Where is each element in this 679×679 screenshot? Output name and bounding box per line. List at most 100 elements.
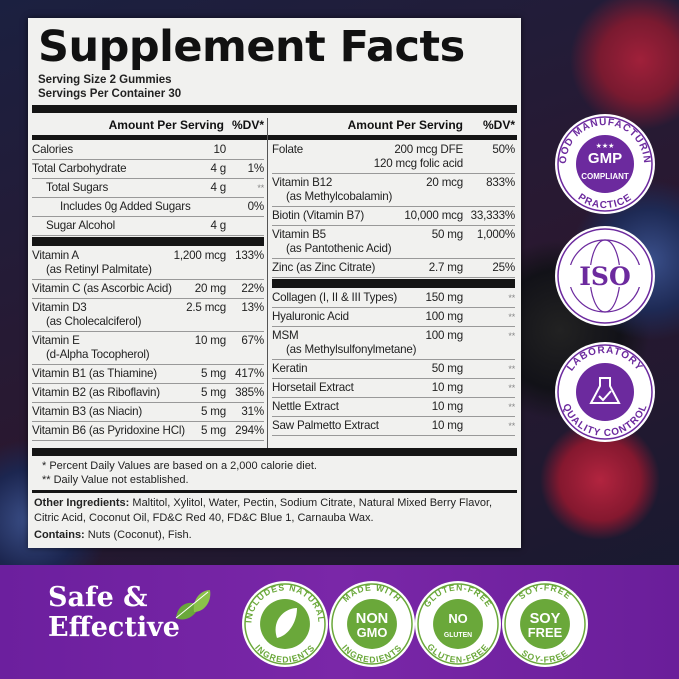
nutrient-label: Vitamin C (as Ascorbic Acid) — [32, 282, 172, 295]
nutrient-amount: 200 mcg DFE 120 mcg folic acid — [370, 143, 463, 171]
nutrient-name: Vitamin C (as Ascorbic Acid) — [32, 282, 191, 296]
nutrient-row: Vitamin A (as Retinyl Palmitate) 1,200 mcg… — [32, 247, 264, 280]
other-ingredients: Other Ingredients: Maltitol, Xylitol, Wa… — [34, 496, 514, 526]
badge-center-subtext: COMPLIANT — [581, 172, 629, 181]
daily-value: 294% — [235, 424, 264, 437]
daily-value: ** — [257, 183, 264, 193]
amount-value: 5 mg — [201, 367, 226, 380]
nutrient-label: Biotin (Vitamin B7) — [272, 209, 364, 222]
slogan-line: Effective — [48, 612, 180, 643]
contains-text: Nuts (Coconut), Fish. — [84, 529, 192, 541]
flask-check-icon — [589, 377, 621, 404]
nutrient-amount: 5 mg — [197, 405, 226, 419]
badge-center-subtext: GLUTEN — [444, 632, 472, 639]
iso-badge: ISO — [555, 226, 655, 326]
badge-center-subtext: GMO — [357, 625, 388, 640]
nutrient-row: Zinc (as Zinc Citrate) 2.7 mg 25% — [272, 259, 515, 278]
nutrient-name: Biotin (Vitamin B7) — [272, 209, 400, 223]
nutrient-name: Total Carbohydrate — [32, 162, 206, 176]
nutrient-source: (as Cholecalciferol) — [46, 315, 142, 328]
nutrient-name: Vitamin A (as Retinyl Palmitate) — [32, 249, 170, 277]
daily-value: ** — [508, 383, 515, 393]
nutrient-label: Total Sugars — [46, 181, 109, 194]
nutrient-label: Vitamin E — [32, 334, 80, 347]
nutrient-name: Vitamin B2 (as Riboflavin) — [32, 386, 197, 400]
amount-value: 10 mg — [431, 419, 463, 432]
nutrient-row: Keratin 50 mg ** — [272, 360, 515, 379]
right-column-header: Amount Per Serving %DV* — [272, 118, 515, 132]
nutrient-amount: 4 g — [206, 181, 226, 195]
daily-value: 50% — [492, 143, 515, 156]
right-nutrient-column: Folate 200 mcg DFE 120 mcg folic acid 50% Vi… — [272, 141, 515, 436]
daily-value: ** — [508, 402, 515, 412]
badge-center-text: SOY — [530, 611, 561, 627]
nutrient-amount: 50 mg — [428, 362, 463, 376]
nutrient-name: Vitamin E (d-Alpha Tocopherol) — [32, 334, 191, 362]
amount-value: 20 mg — [194, 282, 226, 295]
nutrient-amount: 100 mg — [422, 329, 464, 357]
nutrient-label: Calories — [32, 143, 73, 156]
daily-value: 833% — [486, 176, 515, 189]
amount-value: 5 mg — [201, 405, 226, 418]
divider — [272, 279, 515, 288]
daily-value: 25% — [492, 261, 515, 274]
amount-value: 2.5 mcg — [186, 301, 226, 314]
slogan: Safe & Effective — [48, 583, 180, 643]
divider — [32, 237, 264, 246]
nutrient-row: Vitamin C (as Ascorbic Acid) 20 mg 22% — [32, 280, 264, 299]
nutrient-amount: 5 mg — [197, 367, 226, 381]
nutrient-row: Includes 0g Added Sugars 0% — [32, 198, 264, 217]
nutrient-row: Vitamin B3 (as Niacin) 5 mg 31% — [32, 403, 264, 422]
nutrient-amount: 150 mg — [422, 291, 464, 305]
nutrient-amount: 100 mg — [422, 310, 464, 324]
amount-value: 10 — [213, 143, 227, 156]
other-ingredients-text: Maltitol, Xylitol, Water, Pectin, Sodium… — [34, 497, 493, 524]
daily-value: 133% — [235, 249, 264, 262]
nutrient-label: Vitamin B6 (as Pyridoxine HCl) — [32, 424, 185, 437]
daily-value: 385% — [235, 386, 264, 399]
daily-value: 67% — [241, 334, 264, 347]
divider — [32, 105, 517, 113]
nutrient-name: Total Sugars — [32, 181, 206, 195]
amount-value: 20 mcg — [426, 176, 463, 189]
nutrient-label: Vitamin A — [32, 249, 79, 262]
panel-title: Supplement Facts — [38, 22, 465, 72]
nutrient-name: Nettle Extract — [272, 400, 428, 414]
daily-value — [226, 143, 264, 157]
divider — [32, 490, 517, 493]
daily-value: 31% — [241, 405, 264, 418]
nutrient-amount: 50 mg — [428, 228, 463, 256]
nutrient-source: (as Methylcobalamin) — [286, 190, 393, 203]
nutrient-row: Vitamin B6 (as Pyridoxine HCl) 5 mg 294% — [32, 422, 264, 441]
nutrient-row: Calories 10 — [32, 141, 264, 160]
nutrient-name: Vitamin B5 (as Pantothenic Acid) — [272, 228, 428, 256]
nutrient-amount: 2.7 mg — [425, 261, 463, 275]
amount-value: 1,200 mcg — [173, 249, 227, 262]
nutrient-amount: 2.5 mcg — [182, 301, 226, 329]
daily-value: 417% — [235, 367, 264, 380]
daily-value: ** — [508, 293, 515, 303]
nutrient-row: Total Sugars 4 g ** — [32, 179, 264, 198]
nutrient-amount: 10 mg — [428, 381, 463, 395]
other-ingredients-label: Other Ingredients: — [34, 497, 130, 509]
nutrient-label: Hyaluronic Acid — [272, 310, 349, 323]
nutrient-source: (as Methylsulfonylmetane) — [286, 343, 417, 356]
amount-value: 200 mcg DFE — [394, 143, 463, 156]
badge-center-subtext: FREE — [528, 625, 563, 640]
nutrient-name: Saw Palmetto Extract — [272, 419, 428, 433]
amount-value-secondary: 120 mcg folic acid — [373, 157, 463, 170]
serving-size: Serving Size 2 Gummies — [38, 74, 172, 86]
divider — [32, 448, 517, 456]
amount-value: 10 mg — [431, 381, 463, 394]
nutrient-row: Vitamin B12 (as Methylcobalamin) 20 mcg 833… — [272, 174, 515, 207]
leaf-icon — [275, 608, 297, 638]
nutrient-name: Vitamin B12 (as Methylcobalamin) — [272, 176, 422, 204]
servings-per-container: Servings Per Container 30 — [38, 88, 182, 100]
amount-value: 4 g — [210, 181, 226, 194]
nutrient-row: Biotin (Vitamin B7) 10,000 mcg 33,333% — [272, 207, 515, 226]
nutrient-label: Vitamin D3 — [32, 301, 87, 314]
nutrient-amount: 10 mg — [191, 334, 226, 362]
nutrient-row: Total Carbohydrate 4 g 1% — [32, 160, 264, 179]
nutrient-amount: 20 mg — [191, 282, 226, 296]
